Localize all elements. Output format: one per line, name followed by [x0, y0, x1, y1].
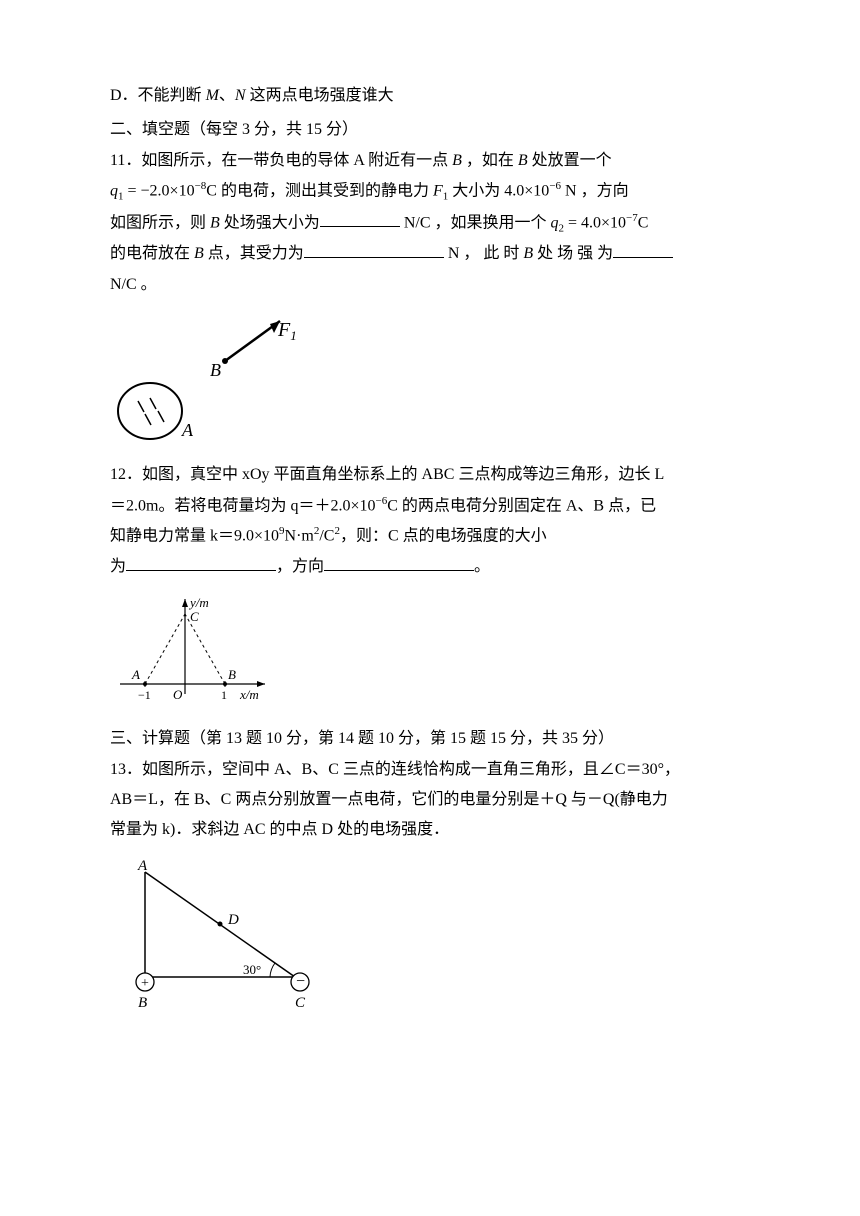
option-d-var-n: N: [235, 87, 246, 104]
figure-11: B F1 A: [110, 306, 750, 458]
figure-13: A D 30° + − B C: [110, 852, 750, 1024]
q13-line1: 13．如图所示，空间中 A、B、C 三点的连线恰构成一直角三角形，且∠C＝30°…: [110, 755, 750, 785]
svg-text:A: A: [181, 420, 194, 440]
svg-text:+: +: [141, 976, 149, 991]
option-d-var-m: M: [206, 87, 219, 104]
q11-line1: 11．如图所示，在一带负电的导体 A 附近有一点 B ，如在 B 处放置一个: [110, 146, 750, 176]
figure-11-svg: B F1 A: [110, 306, 310, 446]
svg-text:O: O: [173, 687, 183, 702]
svg-text:30°: 30°: [243, 962, 261, 977]
q12-line2: ＝2.0m。若将电荷量均为 q＝＋2.0×10−6C 的两点电荷分别固定在 A、…: [110, 491, 750, 522]
q11-line2: q1 = −2.0×10−8C 的电荷，测出其受到的静电力 F1 大小为 4.0…: [110, 176, 750, 207]
svg-text:B: B: [210, 360, 221, 380]
blank-3: [613, 239, 673, 258]
blank-1: [320, 208, 400, 227]
option-d: D．不能判断 M、N 这两点电场强度谁大: [110, 80, 750, 112]
option-d-sep: 、: [219, 87, 235, 104]
blank-5: [324, 552, 474, 571]
svg-text:B: B: [228, 667, 236, 682]
svg-text:C: C: [190, 609, 199, 624]
section-3-header: 三、计算题（第 13 题 10 分，第 14 题 10 分，第 15 题 15 …: [110, 723, 750, 755]
svg-text:1: 1: [221, 688, 227, 702]
figure-13-svg: A D 30° + − B C: [110, 852, 320, 1012]
blank-4: [126, 552, 276, 571]
q11-line5: N/C 。: [110, 270, 750, 300]
svg-text:y/m: y/m: [188, 595, 209, 610]
svg-text:B: B: [138, 995, 147, 1011]
q12-line1: 12．如图，真空中 xOy 平面直角坐标系上的 ABC 三点构成等边三角形，边长…: [110, 460, 750, 490]
figure-12-svg: y/m C A B −1 O 1 x/m: [110, 589, 280, 709]
svg-text:A: A: [131, 667, 140, 682]
svg-text:C: C: [295, 995, 306, 1011]
q13-line3: 常量为 k)．求斜边 AC 的中点 D 处的电场强度．: [110, 815, 750, 845]
figure-12: y/m C A B −1 O 1 x/m: [110, 589, 750, 721]
option-d-suffix: 这两点电场强度谁大: [250, 87, 394, 104]
blank-2: [304, 239, 444, 258]
q11-line4: 的电荷放在 B 点，其受力为 N ， 此 时 B 处 场 强 为: [110, 239, 750, 270]
q12-line3: 知静电力常量 k＝9.0×109N·m2/C2，则：C 点的电场强度的大小: [110, 521, 750, 552]
svg-text:F1: F1: [277, 319, 297, 343]
svg-text:x/m: x/m: [239, 687, 259, 702]
q11-line3: 如图所示，则 B 处场强大小为 N/C ，如果换用一个 q2 = 4.0×10−…: [110, 208, 750, 239]
svg-text:D: D: [227, 912, 239, 928]
svg-text:A: A: [137, 858, 148, 874]
svg-text:−1: −1: [138, 688, 151, 702]
q12-line4: 为，方向。: [110, 552, 750, 583]
section-2-header: 二、填空题（每空 3 分，共 15 分）: [110, 114, 750, 146]
option-d-prefix: D．不能判断: [110, 87, 206, 104]
svg-text:−: −: [296, 973, 305, 990]
q13-line2: AB＝L，在 B、C 两点分别放置一点电荷，它们的电量分别是＋Q 与－Q(静电力: [110, 785, 750, 815]
